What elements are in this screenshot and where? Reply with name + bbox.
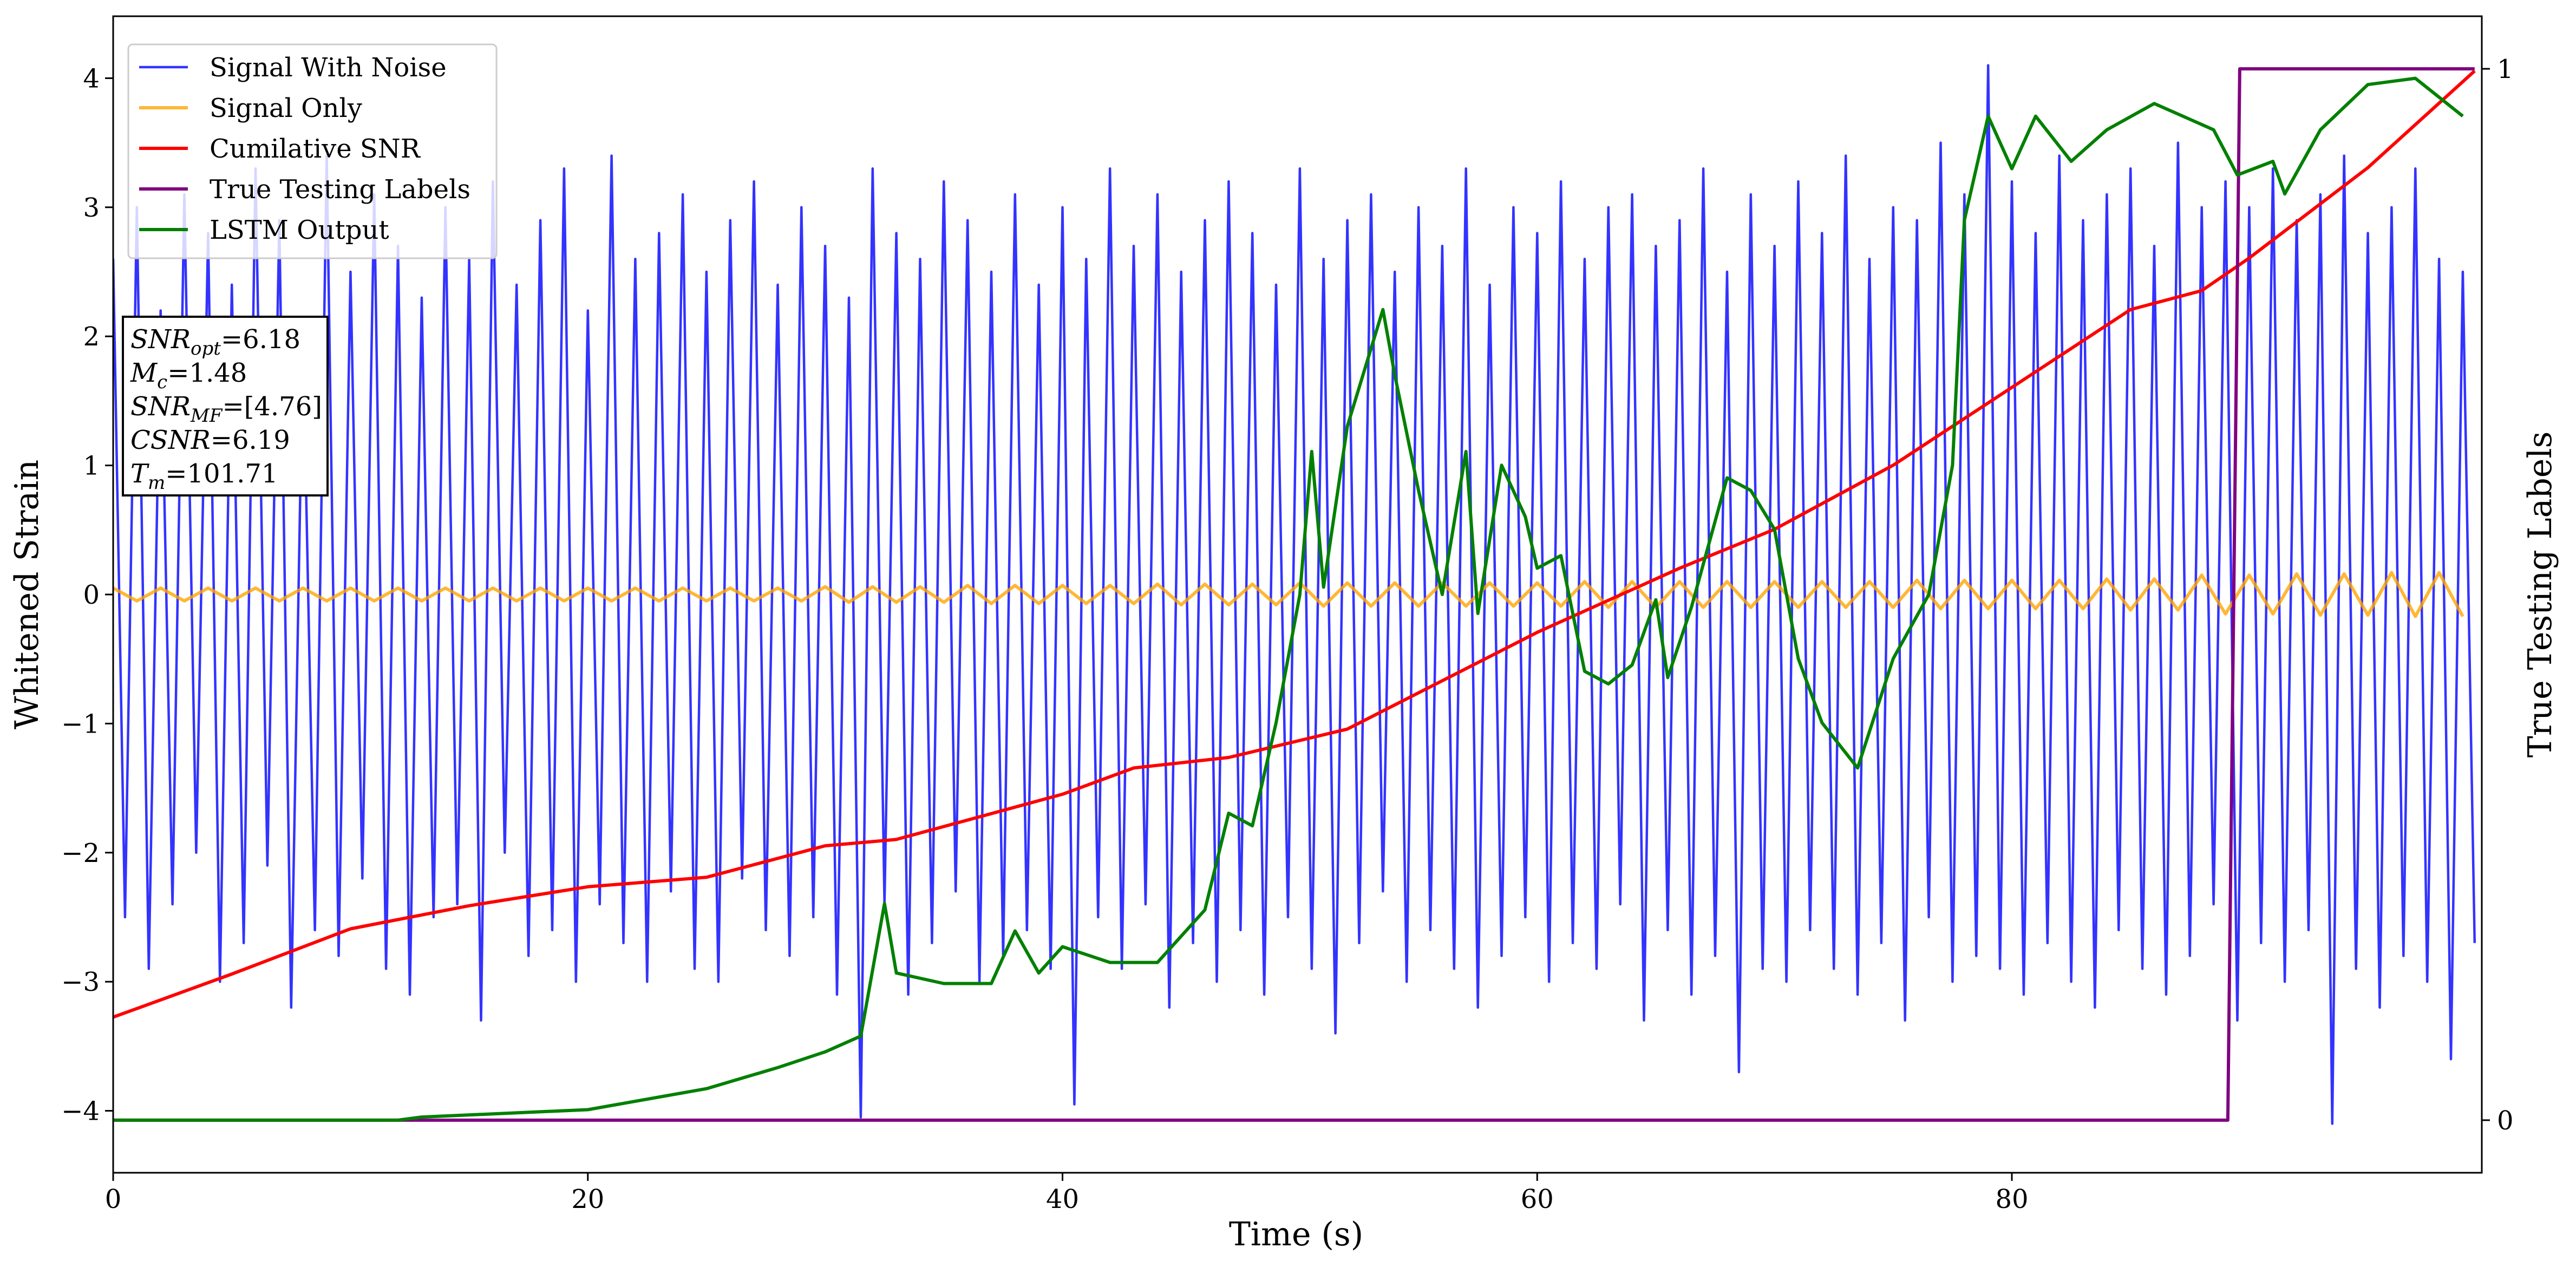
annotation-subscript: MF: [190, 405, 223, 427]
annotation-value: =[4.76]: [222, 391, 322, 422]
y-tick-label: 2: [83, 322, 100, 352]
legend-box: [127, 43, 498, 259]
y2-axis-label: True Testing Labels: [2521, 432, 2559, 758]
annotation-symbol: M: [130, 358, 158, 388]
legend-label: LSTM Output: [210, 215, 389, 245]
annotation-value: =6.19: [211, 425, 290, 455]
x-tick-label: 60: [1521, 1184, 1554, 1214]
legend-label: Cumilative SNR: [210, 134, 421, 164]
x-tick-label: 80: [1995, 1184, 2028, 1214]
annotation-value: =6.18: [221, 324, 300, 355]
x-tick-label: 40: [1046, 1184, 1079, 1214]
annotation-box: [122, 316, 329, 496]
annotation-line: SNRopt=6.18: [130, 324, 300, 360]
series-line: [113, 76, 2464, 1122]
x-tick-label: 0: [105, 1184, 122, 1214]
annotation-symbol: SNR: [130, 391, 191, 422]
y-tick-label: 3: [83, 193, 100, 223]
annotation-line: Mc=1.48: [130, 358, 247, 393]
y2-tick-label: 0: [2497, 1106, 2514, 1136]
y-tick-label: −3: [61, 967, 100, 997]
y-tick-label: 1: [83, 451, 100, 481]
y-tick-label: 4: [83, 63, 100, 94]
y-tick-label: −2: [61, 838, 100, 868]
series-line: [113, 69, 2476, 1019]
annotation-symbol: CSNR: [130, 425, 211, 455]
plot-area: [113, 64, 2476, 1125]
legend-label: Signal Only: [210, 93, 362, 123]
annotation-subscript: opt: [191, 338, 221, 360]
series-line: [113, 571, 2464, 618]
annotation-value: =1.48: [167, 358, 247, 388]
x-tick-label: 20: [571, 1184, 604, 1214]
annotation-symbol: T: [130, 459, 149, 489]
legend-label: Signal With Noise: [210, 53, 447, 83]
y-tick-label: −4: [61, 1096, 100, 1127]
annotation-line: Tm=101.71: [130, 459, 278, 494]
series-line: [113, 67, 2475, 1122]
x-axis-label: Time (s): [1229, 1216, 1363, 1253]
annotation-subscript: m: [148, 472, 165, 494]
annotation-symbol: SNR: [130, 324, 191, 355]
annotation-line: SNRMF=[4.76]: [130, 391, 322, 427]
series-line: [113, 64, 2476, 1125]
y-tick-label: −1: [61, 709, 100, 739]
y2-tick-label: 1: [2497, 54, 2514, 84]
annotation-value: =101.71: [165, 459, 278, 489]
annotation-subscript: c: [157, 371, 167, 393]
y-axis-label: Whitened Strain: [8, 460, 46, 729]
y-tick-label: 0: [83, 580, 100, 610]
legend-label: True Testing Labels: [210, 174, 470, 205]
annotation-line: CSNR=6.19: [130, 425, 290, 455]
